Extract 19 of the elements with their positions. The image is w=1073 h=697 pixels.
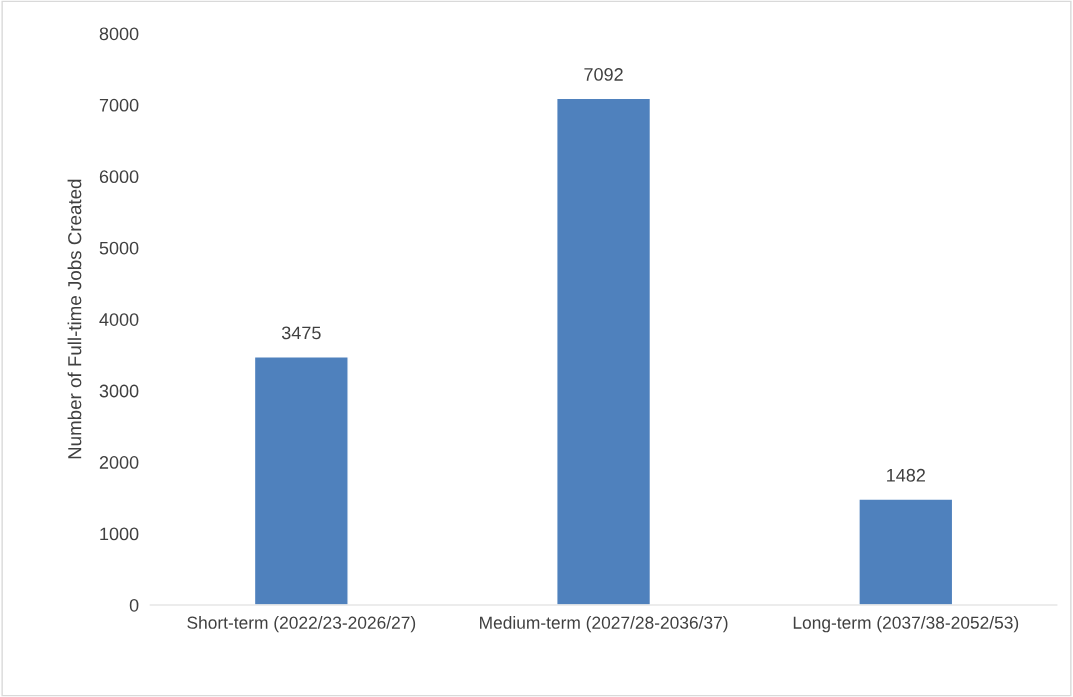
y-tick-label: 4000 <box>99 313 139 326</box>
y-tick-label: 0 <box>129 598 139 612</box>
bar <box>253 356 349 605</box>
x-tick-label: Long-term (2037/38-2052/53) <box>793 616 1019 633</box>
x-tick-label: Medium-term (2027/28-2036/37) <box>480 616 728 633</box>
y-tick-label: 5000 <box>99 241 139 255</box>
y-tick-label: 3000 <box>99 384 139 398</box>
x-tick-label: Short-term (2022/23-2026/27) <box>187 616 416 633</box>
y-tick-label: 7000 <box>99 98 139 112</box>
data-label: 3475 <box>281 326 321 340</box>
bar <box>556 97 652 605</box>
y-tick-label: 1000 <box>100 527 139 541</box>
y-axis-title: Number of Full-time Jobs Created <box>67 179 82 459</box>
y-tick-label: 8000 <box>99 27 139 41</box>
y-tick-label: 2000 <box>99 456 139 469</box>
y-tick-label: 6000 <box>99 170 139 184</box>
data-label: 1482 <box>887 468 925 482</box>
bar <box>858 498 954 605</box>
data-label: 7092 <box>584 68 623 81</box>
